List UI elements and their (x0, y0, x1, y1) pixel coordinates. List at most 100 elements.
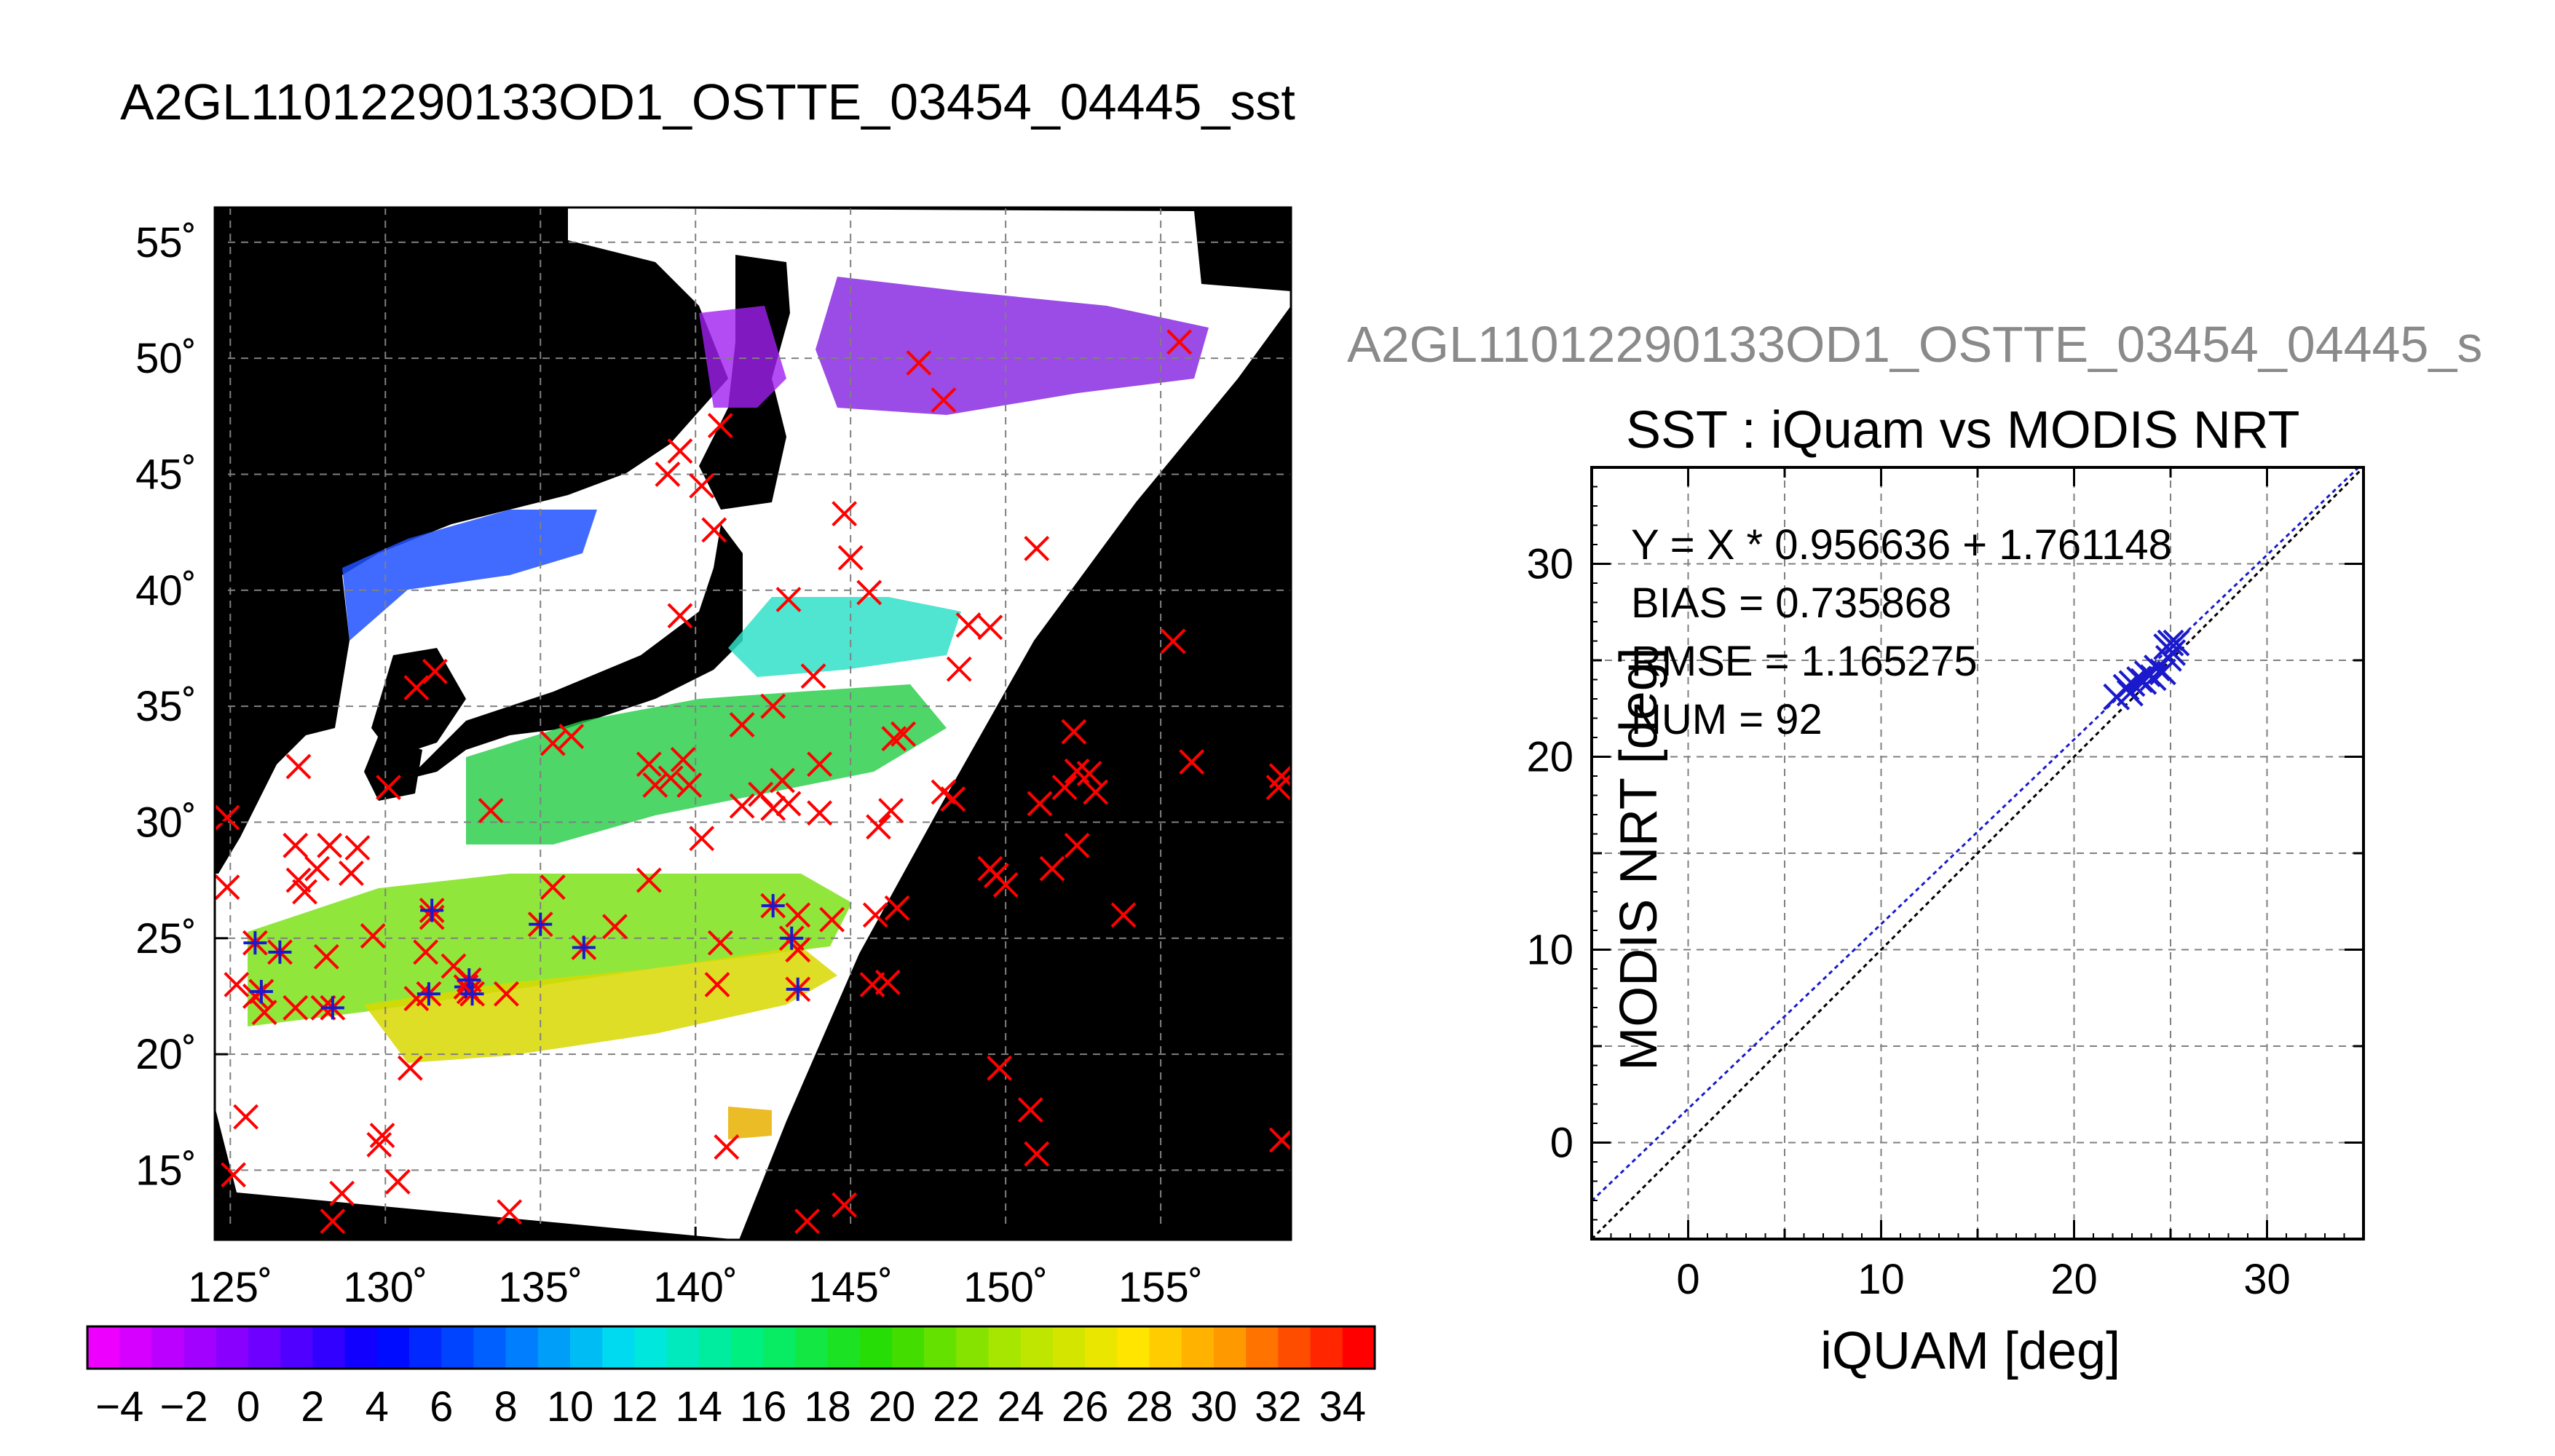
scatter-y-tick-label: 30 (1526, 541, 1573, 588)
insitu-marker (285, 753, 312, 780)
figure-title: A2GL11012290133OD1_OSTTE_03454_04445_sst (120, 74, 1295, 130)
map-latitude-labels: 55˚ 50˚ 45˚ 40˚ 35˚ 30˚ 25˚ 20˚ 15˚ (135, 219, 197, 1195)
sst-green-band (466, 684, 947, 844)
insitu-marker (775, 791, 802, 817)
insitu-marker (832, 1192, 858, 1218)
colorbar-cell (1246, 1326, 1279, 1369)
insitu-marker (224, 972, 250, 997)
insitu-marker (1039, 855, 1065, 882)
matchup-marker (416, 981, 442, 1007)
insitu-marker (397, 1055, 423, 1081)
insitu-marker (233, 1104, 259, 1130)
insitu-marker (360, 923, 386, 949)
sst-cyan-band (728, 597, 961, 677)
insitu-marker (251, 1000, 277, 1026)
sst-violet-hokkaido (699, 306, 786, 408)
scatter-x-tick-label: 10 (1857, 1256, 1905, 1303)
scatter-point (2157, 629, 2184, 657)
colorbar-cell (634, 1326, 668, 1369)
colorbar-tick-label: 26 (1062, 1383, 1109, 1431)
colorbar-tick-label: 8 (494, 1383, 517, 1431)
colorbar-tick-label: 20 (869, 1383, 916, 1431)
colorbar-cell (441, 1326, 474, 1369)
map-lat-label: 50˚ (135, 335, 197, 382)
scatter-y-tick-label: 0 (1550, 1120, 1573, 1167)
map-lon-label: 155˚ (1118, 1264, 1203, 1311)
map-lat-label: 35˚ (135, 683, 197, 730)
insitu-marker (344, 835, 371, 860)
x-axis-title: iQUAM [deg] (1820, 1322, 2121, 1380)
scatter-title: SST : iQuam vs MODIS NRT (1626, 401, 2300, 459)
insitu-marker (376, 775, 401, 801)
matchup-marker (785, 976, 811, 1002)
colorbar-cell (280, 1326, 313, 1369)
insitu-marker (729, 793, 755, 819)
colorbar-cell (183, 1326, 217, 1369)
colorbar-cell (119, 1326, 152, 1369)
insitu-marker (807, 751, 832, 778)
colorbar-cell (859, 1326, 893, 1369)
insitu-marker (874, 969, 901, 995)
scatter-point (2163, 629, 2190, 657)
colorbar-tick-label: 12 (611, 1383, 658, 1431)
colorbar-tick-label: 32 (1255, 1383, 1302, 1431)
scatter-x-tick-labels: 0 10 20 30 (1676, 1256, 2290, 1303)
colorbar-tick-label: 18 (804, 1383, 851, 1431)
sst-yellow-band (364, 946, 837, 1063)
colorbar-tick-label: −2 (160, 1383, 208, 1431)
map-lon-label: 140˚ (653, 1264, 738, 1311)
insitu-marker (807, 800, 832, 826)
stat-num: NUM = 92 (1631, 696, 1823, 743)
colorbar-tick-label: 28 (1126, 1383, 1173, 1431)
colorbar-cell (795, 1326, 829, 1369)
insitu-marker (667, 603, 693, 629)
insitu-marker (670, 746, 696, 772)
insitu-marker (642, 772, 668, 798)
colorbar-tick-label: 6 (430, 1383, 453, 1431)
map-lat-label: 15˚ (135, 1147, 197, 1194)
insitu-marker (859, 972, 885, 997)
insitu-marker (1024, 1141, 1050, 1167)
insitu-marker (1051, 775, 1078, 801)
colorbar-cell (602, 1326, 635, 1369)
map-markers (215, 329, 1291, 1234)
colorbar-cell (1181, 1326, 1215, 1369)
map-lat-label: 45˚ (135, 451, 197, 498)
colorbar-cell (151, 1326, 185, 1369)
map-longitude-labels: 125˚ 130˚ 135˚ 140˚ 145˚ 150˚ 155˚ (188, 1264, 1203, 1311)
matchup-marker (248, 978, 275, 1005)
sst-orange-patch (728, 1107, 772, 1139)
insitu-marker (384, 1168, 411, 1195)
colorbar-cell (1149, 1326, 1182, 1369)
map-lat-label: 40˚ (135, 567, 197, 614)
matchup-marker (527, 911, 553, 938)
matchup-marker (571, 935, 597, 960)
insitu-marker (955, 612, 982, 638)
insitu-marker (403, 675, 430, 701)
insitu-marker (837, 545, 864, 571)
colorbar-labels: −4 −2 0 2 4 6 8 10 12 14 16 18 20 22 24 26 28 30 32 34 (95, 1383, 1366, 1431)
colorbar-cell (216, 1326, 249, 1369)
insitu-marker (1061, 719, 1087, 745)
insitu-marker (304, 855, 330, 882)
insitu-marker (636, 867, 662, 893)
map-lat-label: 55˚ (135, 219, 197, 266)
insitu-marker (1017, 1097, 1043, 1123)
insitu-marker (1160, 628, 1186, 654)
insitu-marker (540, 730, 566, 756)
insitu-marker (1110, 902, 1137, 928)
map-frame (213, 206, 1292, 1241)
colorbar-cell (1278, 1326, 1311, 1369)
scatter-frame (1590, 466, 2365, 1241)
insitu-marker (602, 914, 628, 940)
insitu-marker (992, 872, 1019, 898)
insitu-marker (689, 826, 715, 852)
insitu-marker (366, 1131, 392, 1158)
colorbar-cell (1053, 1326, 1086, 1369)
matchup-marker (419, 898, 445, 923)
insitu-marker (770, 767, 795, 794)
scatter-y-tick-labels: 0 10 20 30 (1526, 541, 1573, 1167)
map-lon-label: 130˚ (343, 1264, 427, 1311)
map-ticks (215, 241, 1162, 1240)
colorbar-cell (87, 1326, 120, 1369)
